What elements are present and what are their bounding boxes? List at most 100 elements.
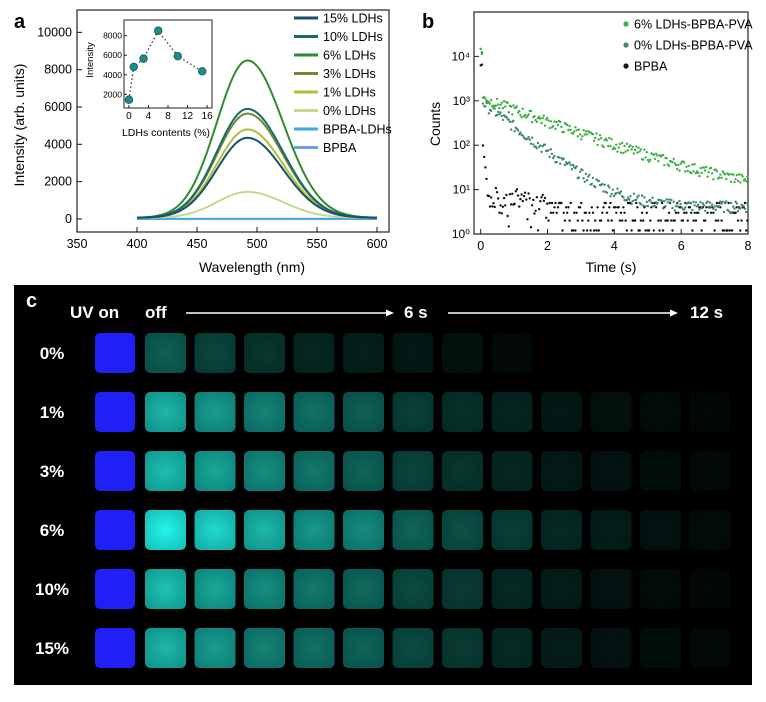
panel-b-data-point [536,141,540,145]
panel-b-data-point [481,144,485,147]
panel-b-data-point [625,198,629,202]
afterglow-sample [590,510,632,550]
inset-data-point [173,51,182,61]
panel-b-data-point [625,229,629,232]
panel-b-data-point [590,182,593,185]
inset-x-tick-label: 4 [146,111,152,122]
panel-b-data-point [559,162,562,165]
panel-b-data-point [573,130,576,133]
panel-b-data-point [622,206,625,209]
panel-b-data-point [576,219,579,222]
panel-a-legend: 15% LDHs 10% LDHs 6% LDHs 3% LDHs 1% LDHs 0% … [294,12,392,155]
panel-b-data-point [530,204,534,207]
inset-data-point [139,54,148,63]
afterglow-sample [145,333,186,373]
panel-b-data-point [647,160,651,163]
panel-b-data-point [618,142,622,146]
panel-b-legend-marker [623,63,629,69]
panel-b-data-point [727,201,730,205]
afterglow-sample [689,451,731,491]
panel-b-data-point [507,118,510,122]
panel-b-data-point [674,211,678,214]
inset-data-point [154,26,163,35]
panel-b-data-point [720,219,723,222]
panel-b-data-point [709,211,713,214]
afterglow-sample [194,569,236,609]
uv-on-sample [95,333,135,373]
panel-b-data-point [599,137,603,140]
panel-b-data-point [605,211,609,214]
panel-b-data-point [697,211,700,214]
panel-b-label: b [422,11,434,33]
row-label: 1% [40,403,65,422]
panel-b-data-point [500,101,503,104]
panel-b-data-point [495,191,499,194]
row-label: 6% [40,521,65,540]
panel-b-data-point [481,102,485,105]
panel-b-data-point [726,229,729,232]
inset-x-tick-label: 12 [182,111,194,122]
inset-y-axis-label: Intensity [85,42,96,78]
uv-on-sample [95,569,135,609]
panel-b-data-point [540,196,543,199]
panel-b-data-point [707,205,710,209]
panel-b-data-point [685,211,688,214]
panel-b-data-point [736,219,740,222]
afterglow-sample [541,569,582,609]
panel-b-data-point [484,166,487,169]
panel-b-data-point [691,163,694,166]
panel-b-data-point [541,116,544,120]
panel-b-data-point [568,124,571,128]
panel-b-data-point [611,188,614,191]
panel-b-data-point [735,173,738,177]
panel-a-inset-chart: 0 4 8 12 16 2000 4000 6000 8000 LDHs contents (%… [85,19,213,139]
panel-b-data-point [739,207,742,210]
panel-b-data-point [543,143,547,146]
panel-b-data-point [532,198,535,202]
panel-b-data-point [512,119,515,123]
panel-b-data-point [543,124,547,127]
panel-b-data-point [678,169,681,172]
panel-b-data-point [575,165,578,168]
panel-b-data-point [488,205,492,208]
panel-b-data-point [645,150,648,154]
panel-b-data-point [547,219,550,222]
panel-b-data-point [632,152,636,155]
afterglow-sample [343,628,384,668]
panel-b-data-point [625,142,629,145]
afterglow-sample [442,392,483,432]
panel-b-data-point [700,206,703,210]
panel-b-data-point [602,190,605,193]
panel-b-data-point [739,181,742,184]
panel-b-data-point [677,163,680,167]
panel-b-data-point [666,201,669,204]
panel-b-data-point [596,143,599,147]
inset-x-tick-label: 0 [126,111,132,122]
panel-b-data-point [704,219,707,222]
panel-b-data-point [619,211,623,214]
panel-b-data-point [541,193,544,197]
panel-b-data-point [670,219,673,222]
panel-b-data-point [563,163,567,167]
panel-b-data-point [699,201,702,204]
panel-b-data-point [746,202,749,205]
panel-b-data-point [498,107,501,110]
panel-b-data-point [728,211,731,214]
panel-b-data-point [631,199,634,203]
panel-b-data-point [549,211,553,214]
panel-b-data-point [587,175,590,178]
panel-b-data-point [672,157,675,161]
panel-b-data-point [581,219,584,222]
panel-b-data-point [557,156,561,159]
panel-b-data-point [505,115,508,119]
inset-y-tick-label: 8000 [103,31,122,41]
panel-b-data-point [511,113,514,116]
panel-b-data-point [692,170,695,173]
panel-b-y-tick-label: 10³ [453,94,470,108]
panel-b-data-point [578,170,582,173]
panel-b-x-axis-label: Time (s) [586,259,637,275]
panel-b-data-point [610,138,613,141]
panel-b-data-point [484,105,487,108]
panel-b-data-point [584,172,588,176]
panel-b-data-point [702,204,706,207]
